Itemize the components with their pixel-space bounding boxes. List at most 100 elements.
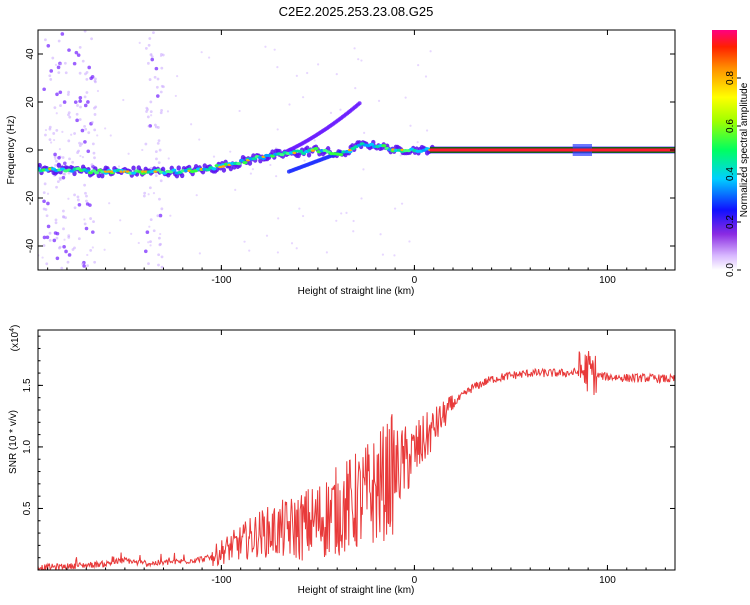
heatmap-cell <box>156 94 160 98</box>
heatmap-cell <box>306 152 312 158</box>
heatmap-cell <box>157 253 161 257</box>
heatmap-cell <box>73 206 77 210</box>
heatmap-cell <box>248 249 251 252</box>
heatmap-cell <box>72 61 77 66</box>
heatmap-cell <box>68 115 72 119</box>
top-panel: -100 0 100 -40 -20 0 20 40 Height of straight … <box>6 29 676 297</box>
heatmap-cell <box>90 163 94 167</box>
heatmap-cell <box>408 240 411 243</box>
heatmap-cell <box>55 256 60 261</box>
heatmap-cell <box>48 138 52 142</box>
heatmap-cell <box>85 91 89 94</box>
heatmap-cell <box>48 74 52 78</box>
heatmap-cell <box>55 185 58 189</box>
heatmap-cell <box>58 246 61 250</box>
heatmap-cell <box>96 172 102 179</box>
heatmap-cell <box>143 191 147 195</box>
heatmap-cell <box>236 161 242 166</box>
heatmap-cell <box>249 172 253 175</box>
heatmap-cell <box>93 260 97 264</box>
multiplier-close: ) <box>10 325 21 328</box>
heatmap-cell <box>221 167 227 173</box>
heatmap-cell <box>83 95 87 99</box>
bottom-x-tick-label: 0 <box>412 575 418 586</box>
heatmap-cell <box>200 51 203 54</box>
heatmap-cell <box>400 202 404 205</box>
bottom-y-tick-label: 0.5 <box>22 501 33 515</box>
heatmap-cell <box>58 90 63 95</box>
heatmap-cell <box>49 69 54 73</box>
heatmap-cell <box>149 244 152 247</box>
heatmap-cell <box>362 168 365 171</box>
heatmap-cell <box>86 100 90 104</box>
heatmap-cell <box>347 148 352 152</box>
bottom-y-ticks: 0.5 1.0 1.5 <box>22 335 675 559</box>
heatmap-cell <box>239 158 245 163</box>
heatmap-cell <box>46 224 51 229</box>
heatmap-cell <box>66 260 70 264</box>
top-x-tick-label: 100 <box>599 275 616 286</box>
heatmap-cell <box>158 197 161 201</box>
heatmap-cell <box>59 104 62 107</box>
heatmap-cell <box>56 65 61 70</box>
heatmap-cell <box>67 113 70 117</box>
heatmap-cell <box>166 110 170 113</box>
heatmap-cell <box>275 175 278 178</box>
heatmap-cell <box>78 95 83 100</box>
heatmap-cell <box>96 134 99 137</box>
heatmap-cell <box>74 50 79 55</box>
heatmap-cell <box>84 226 89 231</box>
heatmap-cell <box>42 87 46 92</box>
heatmap-cell <box>160 255 164 259</box>
heatmap-cell <box>71 248 75 251</box>
heatmap-cell <box>83 140 87 144</box>
colorbar-tick-label: 0.4 <box>725 167 736 181</box>
heatmap-cell <box>242 161 248 165</box>
heatmap-cell <box>159 242 162 246</box>
heatmap-cell <box>86 253 89 257</box>
heatmap-cell <box>54 218 58 222</box>
heatmap-cell <box>92 220 95 224</box>
heatmap-cell <box>159 54 163 58</box>
bottom-panel: -100 0 100 0.5 1.0 1.5 Height of straight li… <box>8 325 676 596</box>
heatmap-cell <box>158 148 162 152</box>
heatmap-cell <box>96 89 100 93</box>
heatmap-cell <box>54 221 58 225</box>
heatmap-cell <box>67 139 71 143</box>
heatmap-cell <box>86 149 91 154</box>
heatmap-cell <box>67 111 71 115</box>
top-y-ticks: -40 -20 0 20 40 <box>25 48 675 253</box>
heatmap-cell <box>379 233 382 236</box>
heatmap-cell <box>42 244 46 247</box>
heatmap-cell <box>64 71 68 75</box>
heatmap-cell <box>340 212 343 215</box>
heatmap-cell <box>94 171 100 175</box>
heatmap-cell <box>62 227 65 231</box>
heatmap-cell <box>234 188 237 192</box>
heatmap-cell <box>60 266 64 270</box>
heatmap-cell <box>90 37 93 41</box>
heatmap-cell <box>52 138 56 142</box>
heatmap-cell <box>78 141 81 145</box>
heatmap-cell <box>41 256 44 259</box>
heatmap-cell <box>313 139 316 142</box>
heatmap-cell <box>393 207 397 210</box>
heatmap-cell <box>85 194 88 198</box>
heatmap-cell <box>131 171 137 175</box>
heatmap-cell <box>147 262 150 266</box>
heatmap-cell <box>131 165 136 171</box>
heatmap-cell <box>59 62 63 66</box>
heatmap-cell <box>295 247 298 250</box>
heatmap-cell <box>82 264 86 268</box>
heatmap-cell <box>83 222 87 226</box>
heatmap-cell <box>76 195 80 199</box>
heatmap-cell <box>141 148 144 152</box>
heatmap-cell <box>57 39 61 43</box>
heatmap-cell <box>147 125 150 128</box>
heatmap-cell <box>155 85 159 89</box>
heatmap-cell <box>46 43 51 48</box>
heatmap-cell <box>238 109 241 113</box>
heatmap-cell <box>56 162 62 168</box>
heatmap-cell <box>87 65 92 70</box>
heatmap-cell <box>60 32 65 36</box>
